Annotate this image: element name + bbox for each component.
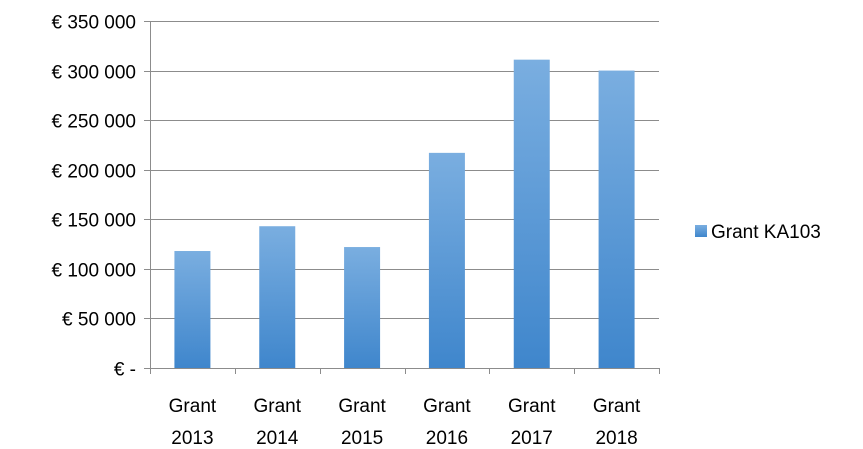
y-tick-label: € 300 000 xyxy=(51,63,136,84)
y-tick-label: € 50 000 xyxy=(62,310,136,331)
y-tick-label: € - xyxy=(114,360,136,381)
x-tick-label: Grant xyxy=(169,396,217,417)
x-tick-label: Grant xyxy=(338,396,386,417)
bars xyxy=(174,59,635,369)
x-tick-label: 2018 xyxy=(595,428,637,449)
legend-swatch xyxy=(695,225,707,237)
x-tick-label: Grant xyxy=(593,396,641,417)
axes xyxy=(144,21,660,374)
y-tick-label: € 350 000 xyxy=(51,13,136,34)
x-tick-labels: Grant 2013 Grant 2014 Grant 2015 Grant 2016 Gran… xyxy=(169,396,641,449)
y-tick-labels: € - € 50 000 € 100 000 € 150 000 € 200 000 € … xyxy=(51,13,136,381)
y-tick-label: € 100 000 xyxy=(51,261,136,282)
x-tick-label: 2013 xyxy=(171,428,213,449)
gridlines xyxy=(150,21,659,319)
bar-grant-2017 xyxy=(513,59,550,369)
x-tick-label: 2016 xyxy=(426,428,468,449)
y-tick-label: € 250 000 xyxy=(51,112,136,133)
x-tick-label: 2017 xyxy=(511,428,553,449)
x-tick-label: Grant xyxy=(253,396,301,417)
legend: Grant KA103 xyxy=(695,222,821,243)
bar-grant-2015 xyxy=(344,247,381,368)
bar-grant-2018 xyxy=(598,70,635,369)
legend-label: Grant KA103 xyxy=(711,222,821,243)
y-tick-label: € 150 000 xyxy=(51,211,136,232)
x-tick-label: 2015 xyxy=(341,428,383,449)
bar-grant-2016 xyxy=(428,152,465,368)
bar-grant-2014 xyxy=(259,226,296,368)
y-tick-label: € 200 000 xyxy=(51,162,136,183)
x-tick-label: Grant xyxy=(508,396,556,417)
bar-grant-2013 xyxy=(174,251,211,368)
x-tick-label: 2014 xyxy=(256,428,299,449)
x-tick-label: Grant xyxy=(423,396,471,417)
